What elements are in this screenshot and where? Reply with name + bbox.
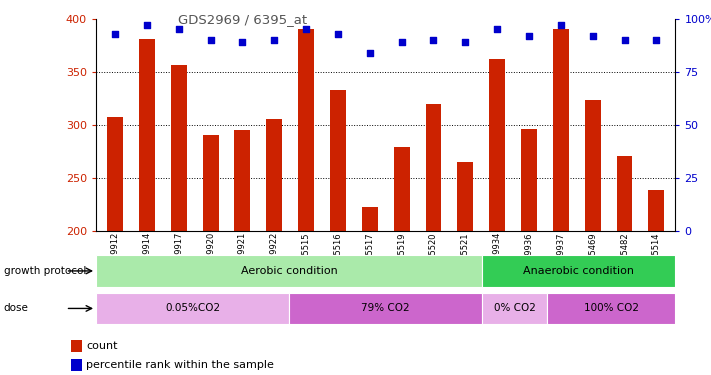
Point xyxy=(141,22,153,28)
Point xyxy=(301,26,312,32)
Bar xyxy=(616,156,633,231)
Bar xyxy=(96,255,482,287)
Bar xyxy=(362,207,378,231)
Text: percentile rank within the sample: percentile rank within the sample xyxy=(86,360,274,370)
Text: 0.05%CO2: 0.05%CO2 xyxy=(165,303,220,313)
Bar xyxy=(457,162,474,231)
Text: count: count xyxy=(86,341,118,351)
Bar xyxy=(107,117,123,231)
Bar xyxy=(267,119,282,231)
Point xyxy=(523,33,535,39)
Point xyxy=(555,22,567,28)
Point xyxy=(428,37,439,43)
Point xyxy=(237,39,248,45)
Point xyxy=(205,37,216,43)
Bar xyxy=(96,292,289,324)
Point xyxy=(269,37,280,43)
Bar xyxy=(139,39,155,231)
Point xyxy=(459,39,471,45)
Point xyxy=(109,31,121,37)
Bar xyxy=(394,147,410,231)
Bar xyxy=(203,135,218,231)
Text: 0% CO2: 0% CO2 xyxy=(493,303,535,313)
Point xyxy=(364,50,375,55)
Text: GDS2969 / 6395_at: GDS2969 / 6395_at xyxy=(178,13,307,26)
Bar xyxy=(584,100,601,231)
Bar xyxy=(489,59,505,231)
Point xyxy=(396,39,407,45)
Bar xyxy=(648,190,664,231)
Text: dose: dose xyxy=(4,303,28,313)
Bar xyxy=(482,255,675,287)
Bar xyxy=(71,340,82,352)
Point xyxy=(619,37,630,43)
Bar xyxy=(482,292,547,324)
Text: Aerobic condition: Aerobic condition xyxy=(241,266,338,276)
Bar xyxy=(521,129,537,231)
Point xyxy=(651,37,662,43)
Text: growth protocol: growth protocol xyxy=(4,266,86,276)
Bar xyxy=(235,130,250,231)
Point xyxy=(332,31,343,37)
Point xyxy=(491,26,503,32)
Bar xyxy=(289,292,482,324)
Bar xyxy=(425,104,442,231)
Bar xyxy=(330,90,346,231)
Point xyxy=(173,26,184,32)
Bar xyxy=(71,358,82,371)
Bar xyxy=(171,65,187,231)
Bar xyxy=(298,29,314,231)
Text: Anaerobic condition: Anaerobic condition xyxy=(523,266,634,276)
Text: 100% CO2: 100% CO2 xyxy=(584,303,638,313)
Bar xyxy=(547,292,675,324)
Point xyxy=(587,33,599,39)
Bar xyxy=(553,29,569,231)
Text: 79% CO2: 79% CO2 xyxy=(361,303,410,313)
